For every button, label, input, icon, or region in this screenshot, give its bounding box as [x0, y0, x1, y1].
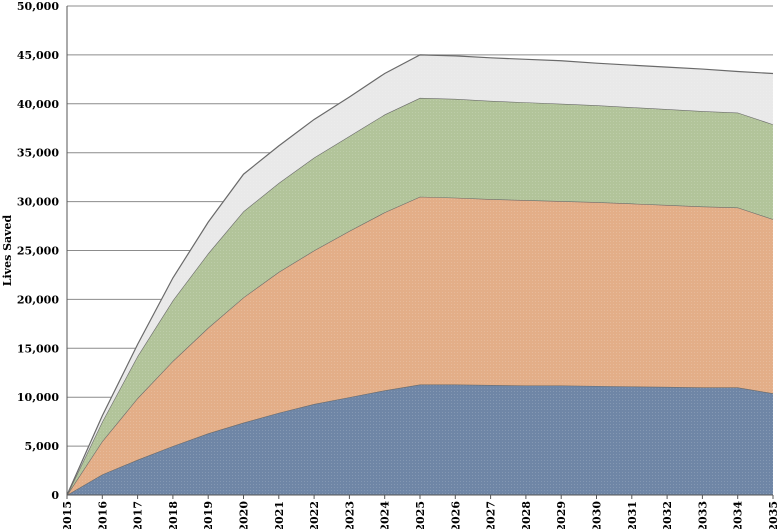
x-tick-label: 2015 [61, 501, 74, 529]
x-tick-label: 2028 [520, 501, 533, 529]
x-tick-label: 2026 [449, 501, 462, 529]
y-tick-label: 10,000 [17, 391, 59, 404]
x-tick-label: 2033 [696, 501, 709, 529]
y-tick-label: 45,000 [17, 49, 59, 62]
y-tick-labels: 0 5,000 10,000 15,000 20,000 25,000 30,000 35,0… [17, 0, 59, 502]
axes [66, 6, 774, 499]
x-tick-label: 2016 [96, 501, 109, 529]
y-tick-label: 50,000 [17, 0, 59, 13]
y-tick-label: 30,000 [17, 196, 59, 209]
y-tick-label: 5,000 [25, 440, 60, 453]
y-tick-label: 25,000 [17, 245, 59, 258]
x-tick-label: 2031 [626, 501, 639, 529]
area-series-2-texture [67, 196, 773, 495]
area-series-4-texture [67, 54, 773, 496]
y-axis-title: Lives Saved [1, 214, 14, 286]
x-tick-label: 2027 [485, 501, 498, 529]
x-tick-label: 2034 [732, 501, 745, 529]
area-series-4-edge [66, 54, 774, 496]
area-series-3-texture [67, 97, 773, 496]
x-tick-label: 2025 [414, 501, 427, 529]
x-tick-label: 2024 [379, 501, 392, 529]
x-tick-label: 2020 [238, 501, 251, 529]
y-tick-label: 15,000 [17, 342, 59, 355]
x-tick-label: 2023 [343, 501, 356, 529]
x-tick-label: 2030 [591, 501, 604, 529]
x-tick-label: 2017 [132, 501, 145, 529]
y-tick-label: 35,000 [17, 147, 59, 160]
x-tick-labels: 2015 2016 2017 2018 2019 2020 2021 2022 2023 2024… [61, 501, 778, 529]
y-tick-label: 20,000 [17, 293, 59, 306]
x-tick-label: 2022 [308, 501, 321, 529]
x-tick-label: 2018 [167, 501, 180, 529]
area-series-1-texture [67, 384, 773, 495]
x-tick-label: 2021 [273, 501, 286, 529]
x-tick-label: 2029 [555, 501, 568, 529]
x-tick-label: 2019 [202, 501, 215, 529]
y-tick-label: 40,000 [17, 98, 59, 111]
x-tick-label: 2035 [767, 501, 778, 529]
x-tick-label: 2032 [661, 501, 674, 529]
y-tick-label: 0 [51, 489, 59, 502]
stacked-areas [66, 54, 774, 496]
